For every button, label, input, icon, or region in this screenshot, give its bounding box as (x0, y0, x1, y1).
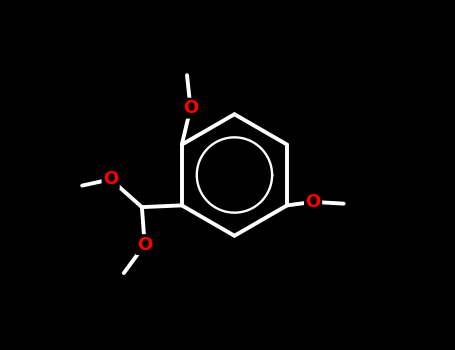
Text: O: O (103, 170, 118, 188)
Text: O: O (305, 193, 321, 211)
Text: O: O (137, 236, 152, 254)
Text: O: O (183, 99, 198, 117)
